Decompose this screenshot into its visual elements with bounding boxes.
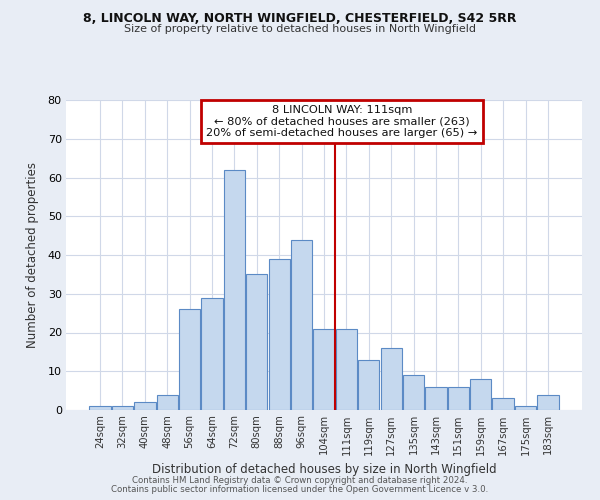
Bar <box>269 259 290 410</box>
Text: Contains public sector information licensed under the Open Government Licence v : Contains public sector information licen… <box>112 485 488 494</box>
Bar <box>358 360 379 410</box>
Bar <box>470 379 491 410</box>
Bar <box>313 328 335 410</box>
Bar <box>112 406 133 410</box>
Bar <box>179 309 200 410</box>
Bar <box>134 402 155 410</box>
Bar <box>157 394 178 410</box>
Bar <box>403 375 424 410</box>
Text: 8 LINCOLN WAY: 111sqm
← 80% of detached houses are smaller (263)
20% of semi-det: 8 LINCOLN WAY: 111sqm ← 80% of detached … <box>206 104 478 138</box>
Bar <box>89 406 111 410</box>
Bar <box>515 406 536 410</box>
Bar <box>246 274 268 410</box>
Bar <box>448 387 469 410</box>
Text: 8, LINCOLN WAY, NORTH WINGFIELD, CHESTERFIELD, S42 5RR: 8, LINCOLN WAY, NORTH WINGFIELD, CHESTER… <box>83 12 517 26</box>
Bar <box>291 240 312 410</box>
Bar <box>224 170 245 410</box>
Bar <box>336 328 357 410</box>
Bar <box>202 298 223 410</box>
X-axis label: Distribution of detached houses by size in North Wingfield: Distribution of detached houses by size … <box>152 463 496 476</box>
Bar <box>380 348 402 410</box>
Text: Size of property relative to detached houses in North Wingfield: Size of property relative to detached ho… <box>124 24 476 34</box>
Bar <box>493 398 514 410</box>
Text: Contains HM Land Registry data © Crown copyright and database right 2024.: Contains HM Land Registry data © Crown c… <box>132 476 468 485</box>
Bar <box>425 387 446 410</box>
Bar <box>537 394 559 410</box>
Y-axis label: Number of detached properties: Number of detached properties <box>26 162 40 348</box>
